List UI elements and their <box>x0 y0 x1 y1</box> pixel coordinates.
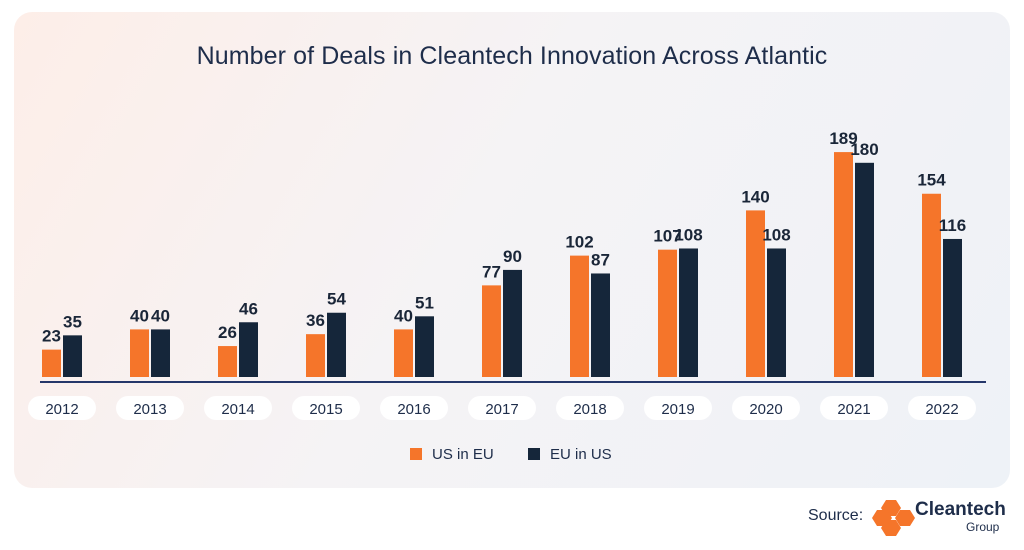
bar-us-in-eu-2017 <box>482 285 501 377</box>
data-label-us-in-eu-2018: 102 <box>565 233 593 252</box>
data-label-us-in-eu-2012: 23 <box>42 327 61 346</box>
bar-eu-in-us-2016 <box>415 316 434 377</box>
data-label-us-in-eu-2014: 26 <box>218 323 237 342</box>
x-tick-label-2012: 2012 <box>45 401 78 418</box>
data-label-us-in-eu-2022: 154 <box>917 171 946 190</box>
bar-us-in-eu-2019 <box>658 249 677 377</box>
data-label-eu-in-us-2013: 40 <box>151 306 170 325</box>
data-label-us-in-eu-2019: 107 <box>653 227 681 246</box>
source-label: Source: <box>808 507 864 524</box>
year-pill-2018 <box>556 396 624 420</box>
year-pill-2016 <box>380 396 448 420</box>
data-label-eu-in-us-2020: 108 <box>762 225 790 244</box>
year-pill-2022 <box>908 396 976 420</box>
data-label-eu-in-us-2022: 116 <box>939 216 966 235</box>
x-tick-label-2018: 2018 <box>573 401 606 418</box>
data-label-us-in-eu-2013: 40 <box>130 306 149 325</box>
year-pill-2012 <box>28 396 96 420</box>
cleantech-logo-icon <box>872 500 915 536</box>
legend-label-eu-in-us: EU in US <box>550 446 612 463</box>
x-tick-label-2016: 2016 <box>397 401 430 418</box>
bar-us-in-eu-2020 <box>746 210 765 377</box>
year-pill-2017 <box>468 396 536 420</box>
chart-title: Number of Deals in Cleantech Innovation … <box>196 42 828 70</box>
data-label-us-in-eu-2020: 140 <box>741 187 769 206</box>
bar-eu-in-us-2014 <box>239 322 258 377</box>
x-tick-label-2017: 2017 <box>485 401 518 418</box>
year-pill-2013 <box>116 396 184 420</box>
year-labels-group: 2012 2013 2014 2015 2016 2017 2018 2019 2020 2021… <box>28 396 976 420</box>
x-tick-label-2014: 2014 <box>221 401 254 418</box>
data-label-us-in-eu-2021: 189 <box>829 129 857 148</box>
legend-swatch-eu-in-us <box>528 448 540 460</box>
legend-swatch-us-in-eu <box>410 448 422 460</box>
bar-us-in-eu-2018 <box>570 255 589 377</box>
bar-us-in-eu-2013 <box>130 329 149 377</box>
bar-us-in-eu-2014 <box>218 346 237 377</box>
bar-eu-in-us-2018 <box>591 273 610 377</box>
data-label-eu-in-us-2019: 108 <box>674 225 702 244</box>
logo-name: Cleantech <box>915 499 1006 520</box>
bar-us-in-eu-2015 <box>306 334 325 377</box>
year-pill-2021 <box>820 396 888 420</box>
x-tick-label-2013: 2013 <box>133 401 166 418</box>
x-tick-label-2022: 2022 <box>925 401 958 418</box>
x-tick-label-2015: 2015 <box>309 401 342 418</box>
logo-sub: Group <box>966 520 1000 534</box>
bar-eu-in-us-2019 <box>679 248 698 377</box>
data-label-eu-in-us-2015: 54 <box>327 290 346 309</box>
data-label-us-in-eu-2015: 36 <box>306 311 325 330</box>
bar-eu-in-us-2020 <box>767 248 786 377</box>
x-tick-label-2019: 2019 <box>661 401 694 418</box>
data-label-eu-in-us-2012: 35 <box>63 312 82 331</box>
x-tick-label-2021: 2021 <box>837 401 870 418</box>
x-tick-label-2020: 2020 <box>749 401 782 418</box>
data-label-eu-in-us-2014: 46 <box>239 299 258 318</box>
bar-us-in-eu-2016 <box>394 329 413 377</box>
year-pill-2019 <box>644 396 712 420</box>
bar-us-in-eu-2021 <box>834 152 853 377</box>
bar-eu-in-us-2013 <box>151 329 170 377</box>
data-label-eu-in-us-2021: 180 <box>850 140 878 159</box>
year-pill-2020 <box>732 396 800 420</box>
bar-eu-in-us-2015 <box>327 312 346 377</box>
bar-eu-in-us-2012 <box>63 335 82 377</box>
bar-us-in-eu-2012 <box>42 349 61 377</box>
bar-us-in-eu-2022 <box>922 193 941 377</box>
bar-eu-in-us-2017 <box>503 269 522 377</box>
bar-eu-in-us-2022 <box>943 238 962 377</box>
year-pill-2014 <box>204 396 272 420</box>
legend-label-us-in-eu: US in EU <box>432 446 494 463</box>
data-label-eu-in-us-2018: 87 <box>591 250 610 269</box>
bar-eu-in-us-2021 <box>855 162 874 377</box>
data-label-eu-in-us-2017: 90 <box>503 247 522 266</box>
data-label-us-in-eu-2017: 77 <box>482 262 501 281</box>
data-label-eu-in-us-2016: 51 <box>415 293 434 312</box>
data-label-us-in-eu-2016: 40 <box>394 306 413 325</box>
year-pill-2015 <box>292 396 360 420</box>
legend: US in EU EU in US <box>410 446 612 463</box>
